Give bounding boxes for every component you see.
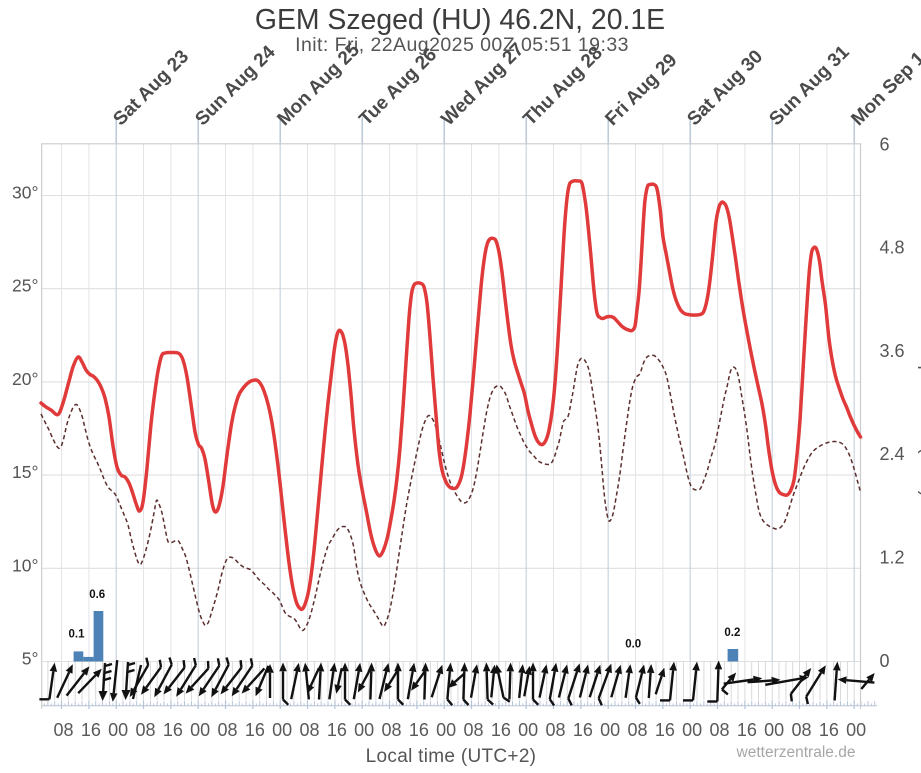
svg-text:16: 16 — [491, 720, 511, 740]
svg-text:16: 16 — [819, 720, 839, 740]
svg-text:00: 00 — [190, 720, 210, 740]
svg-text:16: 16 — [655, 720, 675, 740]
svg-text:00: 00 — [600, 720, 620, 740]
svg-text:00: 00 — [682, 720, 702, 740]
svg-text:08: 08 — [217, 720, 237, 740]
svg-text:16: 16 — [327, 720, 347, 740]
svg-text:wetterzentrale.de: wetterzentrale.de — [736, 744, 856, 761]
svg-text:16: 16 — [163, 720, 183, 740]
svg-text:16: 16 — [245, 720, 265, 740]
svg-text:08: 08 — [135, 720, 155, 740]
svg-text:16: 16 — [409, 720, 429, 740]
svg-text:00: 00 — [846, 720, 866, 740]
svg-text:20°: 20° — [12, 369, 38, 389]
svg-text:6: 6 — [880, 134, 890, 154]
svg-text:4.8: 4.8 — [880, 238, 905, 258]
svg-text:2.4: 2.4 — [880, 444, 905, 464]
svg-text:25°: 25° — [12, 276, 38, 296]
svg-text:00: 00 — [272, 720, 292, 740]
svg-text:10°: 10° — [12, 555, 38, 575]
svg-text:00: 00 — [436, 720, 456, 740]
svg-text:08: 08 — [627, 720, 647, 740]
svg-text:0.6: 0.6 — [89, 589, 105, 601]
svg-text:08: 08 — [299, 720, 319, 740]
svg-text:00: 00 — [518, 720, 538, 740]
svg-text:0: 0 — [880, 651, 890, 671]
svg-text:Local time (UTC+2): Local time (UTC+2) — [366, 746, 537, 767]
svg-text:30°: 30° — [12, 183, 38, 203]
svg-text:0.0: 0.0 — [625, 639, 641, 651]
svg-text:GEM Szeged (HU) 46.2N, 20.1E: GEM Szeged (HU) 46.2N, 20.1E — [255, 4, 665, 36]
svg-text:Precipitation (mm): Precipitation (mm) — [917, 313, 921, 498]
svg-text:5°: 5° — [22, 649, 39, 669]
svg-text:08: 08 — [545, 720, 565, 740]
svg-text:08: 08 — [53, 720, 73, 740]
svg-text:3.6: 3.6 — [880, 341, 905, 361]
svg-text:0.2: 0.2 — [724, 627, 740, 639]
svg-text:0.1: 0.1 — [69, 629, 86, 641]
svg-text:08: 08 — [791, 720, 811, 740]
svg-text:00: 00 — [354, 720, 374, 740]
svg-text:08: 08 — [463, 720, 483, 740]
svg-text:08: 08 — [709, 720, 729, 740]
svg-text:00: 00 — [108, 720, 128, 740]
svg-text:08: 08 — [381, 720, 401, 740]
svg-text:16: 16 — [81, 720, 101, 740]
svg-text:16: 16 — [573, 720, 593, 740]
svg-text:15°: 15° — [12, 462, 38, 482]
svg-text:1.2: 1.2 — [880, 548, 905, 568]
svg-text:00: 00 — [764, 720, 784, 740]
svg-text:16: 16 — [737, 720, 757, 740]
